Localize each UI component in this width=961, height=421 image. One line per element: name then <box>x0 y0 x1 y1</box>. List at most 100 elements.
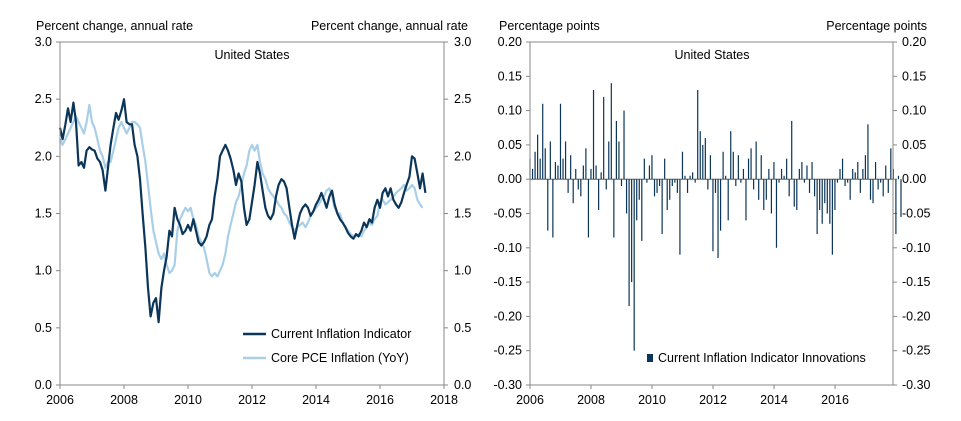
right-ytick-label-left: 0.05 <box>498 138 522 152</box>
right-ytick-label-left: 0.00 <box>498 172 522 186</box>
right-ytick-label-left: 0.10 <box>498 104 522 118</box>
left-ytick-label-left: 2.0 <box>35 149 52 163</box>
left-chart-left-axis-label: Percent change, annual rate <box>36 19 193 33</box>
right-ytick-label-right: -0.15 <box>902 275 931 289</box>
innovation-bar <box>803 179 806 183</box>
left-chart-y-ticks-right: 0.0 0.5 1.0 1.5 2.0 2.5 3.0 <box>444 35 471 392</box>
innovation-bar <box>638 179 640 200</box>
innovation-bar <box>676 179 678 193</box>
innovation-bar <box>742 168 745 180</box>
left-chart-series <box>58 98 427 324</box>
current-inflation-indicator-line <box>58 98 427 324</box>
innovation-bar <box>836 179 839 183</box>
innovation-bar <box>808 179 811 193</box>
innovation-bar <box>735 179 737 187</box>
innovation-bar <box>699 131 701 180</box>
left-ytick-label-left: 0.0 <box>35 378 52 392</box>
innovation-bar <box>796 179 798 211</box>
innovation-bar <box>666 179 668 211</box>
innovation-bar <box>620 179 623 187</box>
innovation-bar <box>829 179 831 224</box>
left-ytick-label-right: 0.5 <box>454 321 471 335</box>
legend-label-current-inflation-indicator: Current Inflation Indicator <box>271 327 411 341</box>
innovation-bar <box>874 162 877 180</box>
left-xtick-label: 2012 <box>238 393 266 407</box>
innovation-bar <box>575 168 577 180</box>
innovation-bar <box>587 179 590 238</box>
left-xtick-label: 2010 <box>174 393 202 407</box>
right-ytick-label-left: -0.20 <box>494 309 523 323</box>
innovation-bar <box>585 148 587 180</box>
innovation-bar <box>895 179 897 235</box>
innovation-bar <box>534 151 536 180</box>
innovation-bar <box>689 175 691 180</box>
innovation-bar <box>730 131 732 180</box>
innovation-bar <box>643 158 645 180</box>
innovation-bar <box>544 148 546 180</box>
innovation-bar <box>885 165 887 180</box>
innovation-bar <box>562 158 564 180</box>
left-xtick-label: 2014 <box>302 393 330 407</box>
innovation-bar <box>806 165 808 180</box>
right-ytick-label-left: 0.15 <box>498 69 522 83</box>
innovation-bar <box>646 179 648 183</box>
left-ytick-label-left: 1.5 <box>35 207 52 221</box>
innovation-bar <box>674 179 676 183</box>
right-xtick-label: 2006 <box>516 393 544 407</box>
right-chart-legend: Current Inflation Indicator Innovations <box>647 351 866 365</box>
innovation-bar <box>542 103 544 180</box>
innovation-bar <box>679 179 681 255</box>
innovation-bar <box>608 141 610 180</box>
innovation-bar <box>572 179 574 204</box>
left-chart-legend: Current Inflation Indicator Core PCE Inf… <box>243 327 411 365</box>
left-ytick-label-right: 2.5 <box>454 92 471 106</box>
right-ytick-label-left: 0.20 <box>498 35 522 49</box>
left-xtick-label: 2008 <box>110 393 138 407</box>
right-ytick-label-right: 0.15 <box>902 69 926 83</box>
innovation-bar <box>595 165 597 180</box>
innovation-bar <box>747 158 750 180</box>
innovation-bar <box>628 179 630 307</box>
right-ytick-label-left: -0.10 <box>494 241 523 255</box>
innovation-bar <box>770 179 772 214</box>
left-chart-title: United States <box>214 48 289 62</box>
innovation-bar <box>552 179 554 238</box>
innovation-bar <box>613 179 615 238</box>
innovation-bar <box>755 141 757 180</box>
innovation-bar <box>722 151 724 180</box>
innovation-bar <box>887 179 889 193</box>
innovation-bar <box>719 179 722 231</box>
innovation-bar <box>857 162 859 180</box>
innovation-bar <box>577 179 579 190</box>
innovation-bar <box>714 179 717 193</box>
innovation-bar <box>702 144 704 180</box>
innovation-bar <box>636 179 638 221</box>
innovation-bar <box>811 162 813 180</box>
innovation-bar <box>867 124 869 180</box>
innovation-bar <box>684 175 686 180</box>
innovation-bar <box>773 162 775 180</box>
innovation-bar <box>824 179 826 204</box>
innovation-bar <box>841 158 844 180</box>
left-ytick-label-right: 1.0 <box>454 264 471 278</box>
right-chart-right-axis-label: Percentage points <box>826 19 927 33</box>
right-xtick-label: 2010 <box>638 393 666 407</box>
innovation-bar <box>592 90 595 180</box>
innovation-bar <box>625 179 628 214</box>
innovation-bar <box>864 155 867 180</box>
innovation-bar <box>717 179 719 259</box>
innovation-bar <box>605 179 607 190</box>
innovation-bar <box>859 179 861 193</box>
innovation-bar <box>664 158 666 180</box>
innovation-bar <box>862 168 864 180</box>
right-ytick-label-right: -0.30 <box>902 378 931 392</box>
innovation-bar <box>603 96 605 180</box>
innovation-bar <box>897 175 900 180</box>
innovation-bar <box>760 155 762 180</box>
innovation-bar <box>732 151 734 180</box>
innovation-bar <box>819 179 821 211</box>
innovation-bar <box>737 155 739 180</box>
right-chart-plot-frame <box>529 41 894 386</box>
innovation-bar <box>778 179 780 183</box>
innovation-bar <box>653 179 656 197</box>
